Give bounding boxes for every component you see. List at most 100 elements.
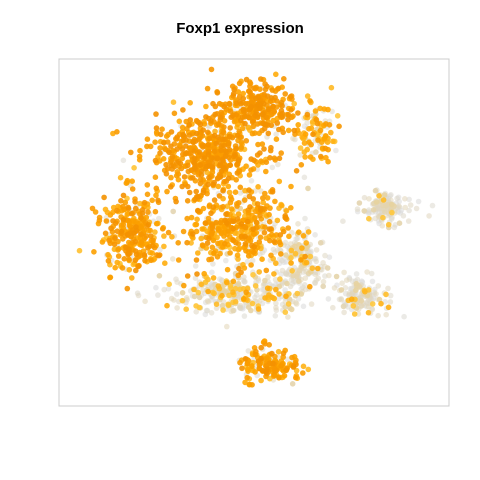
cell-point-2518 xyxy=(132,238,139,245)
cell-point-2249 xyxy=(280,350,287,357)
cell-point-328 xyxy=(237,190,244,196)
cell-point-2502 xyxy=(238,100,244,107)
cell-point-830 xyxy=(372,187,379,194)
cell-point-1895 xyxy=(258,158,264,164)
cell-point-1459 xyxy=(215,183,222,190)
cell-point-1888 xyxy=(245,249,252,255)
cell-point-1764 xyxy=(163,133,170,139)
cell-point-333 xyxy=(406,207,412,214)
cell-point-2056 xyxy=(208,256,215,262)
cell-point-2322 xyxy=(108,225,114,232)
cell-point-874 xyxy=(262,277,268,284)
cell-point-1938 xyxy=(138,239,144,245)
cell-point-1796 xyxy=(257,234,264,241)
cell-point-2432 xyxy=(213,140,219,147)
cell-point-1688 xyxy=(168,174,174,181)
cell-point-1896 xyxy=(243,289,249,296)
cell-point-2558 xyxy=(190,231,196,237)
cell-point-2391 xyxy=(198,168,205,174)
cell-point-2539 xyxy=(223,211,229,217)
cell-point-849 xyxy=(396,220,403,226)
cell-point-837 xyxy=(294,273,300,280)
cell-point-1904 xyxy=(307,98,313,104)
cell-point-1219 xyxy=(232,230,238,236)
cell-point-858 xyxy=(370,207,377,213)
cell-point-577 xyxy=(341,309,347,316)
cell-point-2011 xyxy=(235,200,242,206)
cell-point-1860 xyxy=(107,274,114,281)
cell-point-1164 xyxy=(269,294,276,301)
cell-point-1049 xyxy=(211,290,217,297)
cell-point-1590 xyxy=(246,172,253,178)
cell-point-2336 xyxy=(141,252,148,258)
cell-point-2143 xyxy=(271,366,278,372)
cell-point-1366 xyxy=(302,154,308,160)
cell-point-2291 xyxy=(150,243,156,249)
cell-point-2304 xyxy=(133,251,140,258)
cell-point-2369 xyxy=(220,187,226,194)
cell-point-1953 xyxy=(285,225,292,231)
cell-point-948 xyxy=(334,113,341,119)
cell-point-2516 xyxy=(112,235,118,241)
cell-point-993 xyxy=(277,276,283,282)
cell-point-2045 xyxy=(262,341,268,347)
cell-point-1244 xyxy=(303,259,310,266)
cell-point-341 xyxy=(394,195,400,202)
cell-point-2353 xyxy=(148,233,154,239)
cell-point-2087 xyxy=(263,267,270,274)
cell-point-1976 xyxy=(315,137,321,143)
cell-point-2564 xyxy=(239,365,245,372)
cell-point-530 xyxy=(249,257,256,264)
cell-point-1006 xyxy=(385,221,392,228)
cell-point-1299 xyxy=(328,129,334,136)
cell-point-1811 xyxy=(249,382,255,388)
cell-point-977 xyxy=(350,303,357,309)
cell-point-1065 xyxy=(288,247,295,254)
cell-point-2028 xyxy=(298,257,304,263)
cell-point-1102 xyxy=(362,288,368,295)
cell-point-2379 xyxy=(166,149,172,156)
cell-point-1379 xyxy=(317,105,323,112)
cell-point-1433 xyxy=(225,183,232,190)
cell-point-1517 xyxy=(252,369,258,375)
cell-point-757 xyxy=(205,299,212,305)
cell-point-1893 xyxy=(144,191,151,198)
cell-point-1781 xyxy=(307,283,313,290)
cell-point-2267 xyxy=(185,162,191,169)
cell-point-2344 xyxy=(163,161,169,168)
cell-point-1918 xyxy=(278,251,284,257)
cell-point-358 xyxy=(155,292,161,298)
cell-point-1144 xyxy=(365,309,372,316)
cell-point-861 xyxy=(333,273,340,280)
cell-point-2004 xyxy=(244,374,250,381)
cell-point-2541 xyxy=(269,189,276,195)
cell-point-2009 xyxy=(96,217,103,224)
cell-point-1617 xyxy=(129,178,135,184)
cell-point-498 xyxy=(312,279,318,286)
cell-point-672 xyxy=(339,280,345,287)
cell-point-1286 xyxy=(271,271,277,277)
cell-point-2530 xyxy=(124,231,131,238)
cell-point-2135 xyxy=(150,237,156,244)
cell-point-224 xyxy=(353,271,360,277)
cell-point-1768 xyxy=(248,262,254,268)
cell-point-2409 xyxy=(205,129,211,136)
cell-point-2228 xyxy=(213,219,219,226)
cell-point-711 xyxy=(174,305,180,311)
cell-point-2519 xyxy=(138,215,144,221)
cell-point-1606 xyxy=(325,106,331,113)
cell-point-2568 xyxy=(269,350,275,357)
cell-point-1642 xyxy=(215,240,221,247)
cell-point-1476 xyxy=(244,366,251,373)
cell-point-420 xyxy=(368,270,375,277)
cell-point-2202 xyxy=(184,198,191,204)
cell-point-2240 xyxy=(142,257,148,264)
cell-point-2218 xyxy=(111,241,118,247)
cell-point-662 xyxy=(338,296,345,303)
cell-point-1470 xyxy=(285,127,292,134)
cell-point-2068 xyxy=(278,363,284,369)
cell-point-752 xyxy=(290,135,296,142)
cell-point-2375 xyxy=(200,144,206,150)
cell-point-1919 xyxy=(175,240,181,246)
cell-point-1266 xyxy=(255,306,262,312)
